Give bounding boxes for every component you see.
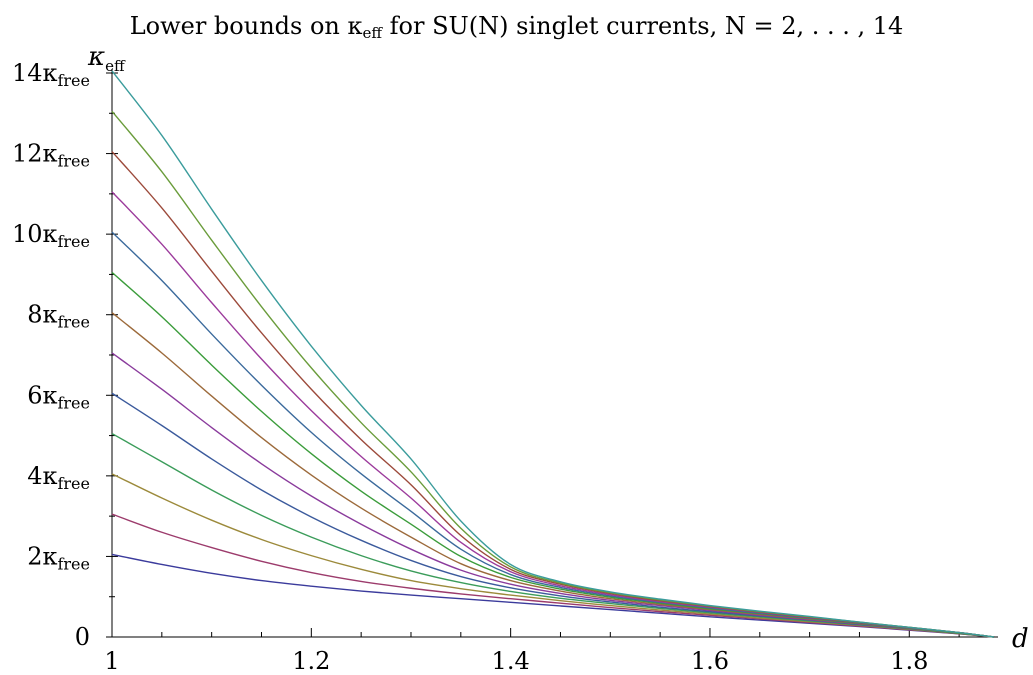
y-axis-label-subscript: eff — [105, 57, 125, 75]
y-tick-label-3: 6κfree — [27, 381, 90, 412]
series-line-12 — [111, 151, 995, 638]
chart-title-main: Lower bounds on κ — [129, 12, 363, 40]
y-tick-label-4: 8κfree — [27, 301, 90, 332]
x-tick-label-4: 1.8 — [890, 647, 928, 675]
y-tick-label-5: 10κfree — [12, 220, 90, 251]
chart-title: Lower bounds on κeff for SU(N) singlet c… — [0, 12, 1033, 42]
series-line-8 — [111, 312, 995, 638]
y-axis-label: κeff — [88, 42, 125, 75]
x-tick-label-2: 1.4 — [492, 647, 530, 675]
x-tick-label-1: 1.2 — [292, 647, 330, 675]
y-tick-label-1: 2κfree — [27, 542, 90, 573]
series-line-5 — [111, 432, 995, 638]
series-line-3 — [111, 513, 995, 638]
y-axis-label-symbol: κ — [88, 42, 106, 72]
series-line-10 — [111, 231, 995, 638]
x-axis-label: d — [1012, 624, 1029, 654]
x-tick-label-0: 1 — [104, 647, 119, 675]
y-tick-label-0: 0 — [75, 623, 90, 651]
chart-title-tail: for SU(N) singlet currents, N = 2, . . .… — [382, 12, 904, 40]
y-tick-label-6: 12κfree — [12, 140, 90, 171]
series-line-11 — [111, 191, 995, 638]
x-tick-label-3: 1.6 — [691, 647, 729, 675]
series-line-14 — [111, 70, 995, 638]
y-tick-label-7: 14κfree — [12, 59, 90, 90]
series-line-4 — [111, 473, 995, 638]
y-tick-label-2: 4κfree — [27, 462, 90, 493]
chart-title-subscript: eff — [362, 24, 383, 42]
series-line-13 — [111, 110, 995, 638]
